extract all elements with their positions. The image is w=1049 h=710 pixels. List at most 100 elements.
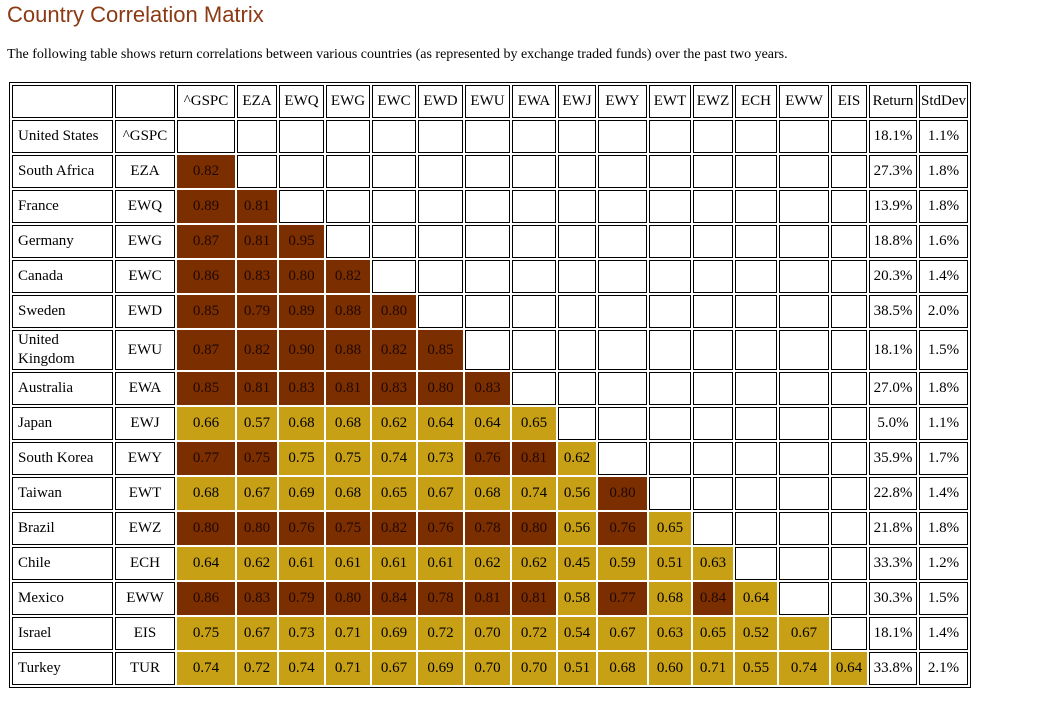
empty-cell (512, 225, 556, 258)
correlation-cell: 0.56 (558, 477, 596, 510)
empty-cell (735, 295, 777, 328)
empty-cell (735, 330, 777, 370)
empty-cell (649, 477, 691, 510)
correlation-cell: 0.56 (558, 512, 596, 545)
country-name: France (12, 190, 113, 223)
correlation-cell: 0.84 (372, 582, 416, 615)
empty-cell (558, 155, 596, 188)
correlation-cell: 0.80 (326, 582, 370, 615)
correlation-cell: 0.86 (177, 582, 235, 615)
correlation-cell: 0.77 (177, 442, 235, 475)
return-cell: 18.1% (869, 330, 917, 370)
empty-cell (693, 330, 733, 370)
return-cell: 18.1% (869, 617, 917, 650)
correlation-cell: 0.62 (237, 547, 277, 580)
correlation-cell: 0.81 (326, 372, 370, 405)
ticker-cell: EWQ (115, 190, 175, 223)
correlation-cell: 0.68 (177, 477, 235, 510)
correlation-cell: 0.80 (237, 512, 277, 545)
empty-cell (779, 190, 829, 223)
empty-cell (598, 295, 647, 328)
correlation-cell: 0.74 (372, 442, 416, 475)
ticker-cell: EWD (115, 295, 175, 328)
empty-cell (831, 512, 867, 545)
stddev-cell: 1.6% (919, 225, 968, 258)
return-cell: 22.8% (869, 477, 917, 510)
empty-cell (779, 260, 829, 293)
stddev-cell: 1.4% (919, 617, 968, 650)
correlation-cell: 0.63 (649, 617, 691, 650)
stddev-cell: 2.0% (919, 295, 968, 328)
empty-cell (649, 330, 691, 370)
empty-cell (326, 225, 370, 258)
country-name: Australia (12, 372, 113, 405)
correlation-cell: 0.85 (418, 330, 463, 370)
correlation-cell: 0.63 (693, 547, 733, 580)
column-header: StdDev (919, 85, 968, 118)
stddev-cell: 1.5% (919, 582, 968, 615)
correlation-cell: 0.79 (237, 295, 277, 328)
correlation-cell: 0.76 (418, 512, 463, 545)
empty-cell (512, 372, 556, 405)
empty-cell (779, 120, 829, 153)
correlation-cell: 0.81 (237, 190, 277, 223)
column-header: EWZ (693, 85, 733, 118)
correlation-cell: 0.58 (558, 582, 596, 615)
empty-cell (237, 120, 277, 153)
empty-cell (693, 225, 733, 258)
empty-cell (831, 582, 867, 615)
empty-cell (326, 190, 370, 223)
correlation-cell: 0.54 (558, 617, 596, 650)
correlation-cell: 0.70 (465, 652, 510, 685)
stddev-cell: 1.8% (919, 372, 968, 405)
column-header: ECH (735, 85, 777, 118)
column-header: EWU (465, 85, 510, 118)
return-cell: 13.9% (869, 190, 917, 223)
country-name: Japan (12, 407, 113, 440)
table-row: France EWQ 0.89 0.81 13.9% 1.8% (12, 190, 968, 223)
column-header: EWJ (558, 85, 596, 118)
empty-cell (735, 190, 777, 223)
table-row: Germany EWG 0.87 0.81 0.95 18.8% 1.6% (12, 225, 968, 258)
column-header: EWT (649, 85, 691, 118)
column-header: ^GSPC (177, 85, 235, 118)
correlation-cell: 0.89 (177, 190, 235, 223)
country-name: United Kingdom (12, 330, 113, 370)
country-name: Sweden (12, 295, 113, 328)
country-name: Brazil (12, 512, 113, 545)
correlation-cell: 0.81 (237, 225, 277, 258)
empty-cell (512, 260, 556, 293)
return-cell: 18.8% (869, 225, 917, 258)
empty-cell (735, 442, 777, 475)
return-cell: 30.3% (869, 582, 917, 615)
return-cell: 33.8% (869, 652, 917, 685)
empty-cell (693, 260, 733, 293)
correlation-cell: 0.71 (326, 617, 370, 650)
correlation-cell: 0.68 (465, 477, 510, 510)
page-subtitle: The following table shows return correla… (7, 47, 788, 62)
empty-cell (779, 155, 829, 188)
correlation-cell: 0.59 (598, 547, 647, 580)
correlation-cell: 0.70 (465, 617, 510, 650)
correlation-cell: 0.67 (779, 617, 829, 650)
empty-cell (693, 477, 733, 510)
corner-cell (12, 85, 113, 118)
correlation-cell: 0.90 (279, 330, 324, 370)
empty-cell (465, 120, 510, 153)
stddev-cell: 1.2% (919, 547, 968, 580)
correlation-cell: 0.76 (279, 512, 324, 545)
empty-cell (649, 372, 691, 405)
correlation-cell: 0.45 (558, 547, 596, 580)
correlation-cell: 0.76 (598, 512, 647, 545)
correlation-cell: 0.95 (279, 225, 324, 258)
correlation-cell: 0.81 (512, 582, 556, 615)
empty-cell (598, 442, 647, 475)
correlation-cell: 0.80 (598, 477, 647, 510)
empty-cell (558, 372, 596, 405)
country-name: United States (12, 120, 113, 153)
correlation-cell: 0.66 (177, 407, 235, 440)
correlation-cell: 0.75 (177, 617, 235, 650)
table-row: Sweden EWD 0.85 0.79 0.89 0.88 0.80 38.5% 2.0% (12, 295, 968, 328)
empty-cell (831, 120, 867, 153)
empty-cell (372, 155, 416, 188)
